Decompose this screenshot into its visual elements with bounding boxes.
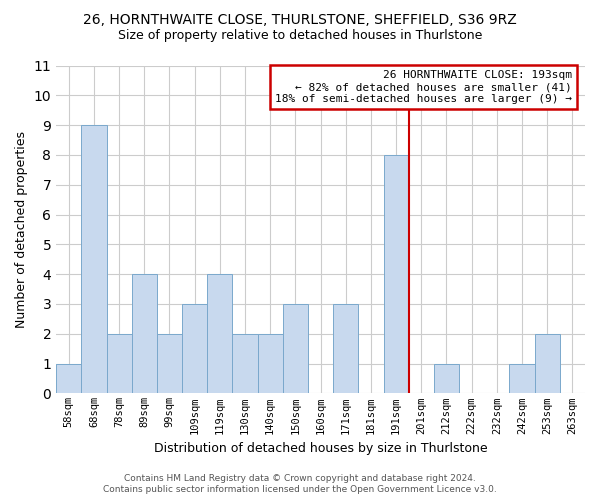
Bar [182, 304, 207, 394]
Y-axis label: Number of detached properties: Number of detached properties [15, 131, 28, 328]
Text: Contains HM Land Registry data © Crown copyright and database right 2024.
Contai: Contains HM Land Registry data © Crown c… [103, 474, 497, 494]
Bar [383, 155, 409, 394]
Bar [56, 364, 82, 394]
Bar [232, 334, 257, 394]
Bar [535, 334, 560, 394]
Bar [257, 334, 283, 394]
Bar [207, 274, 232, 394]
Text: 26, HORNTHWAITE CLOSE, THURLSTONE, SHEFFIELD, S36 9RZ: 26, HORNTHWAITE CLOSE, THURLSTONE, SHEFF… [83, 12, 517, 26]
Bar [82, 125, 107, 394]
Bar [333, 304, 358, 394]
Text: 26 HORNTHWAITE CLOSE: 193sqm
← 82% of detached houses are smaller (41)
18% of se: 26 HORNTHWAITE CLOSE: 193sqm ← 82% of de… [275, 70, 572, 104]
Bar [434, 364, 459, 394]
Text: Size of property relative to detached houses in Thurlstone: Size of property relative to detached ho… [118, 29, 482, 42]
X-axis label: Distribution of detached houses by size in Thurlstone: Distribution of detached houses by size … [154, 442, 487, 455]
Bar [107, 334, 132, 394]
Bar [157, 334, 182, 394]
Bar [509, 364, 535, 394]
Bar [132, 274, 157, 394]
Bar [283, 304, 308, 394]
